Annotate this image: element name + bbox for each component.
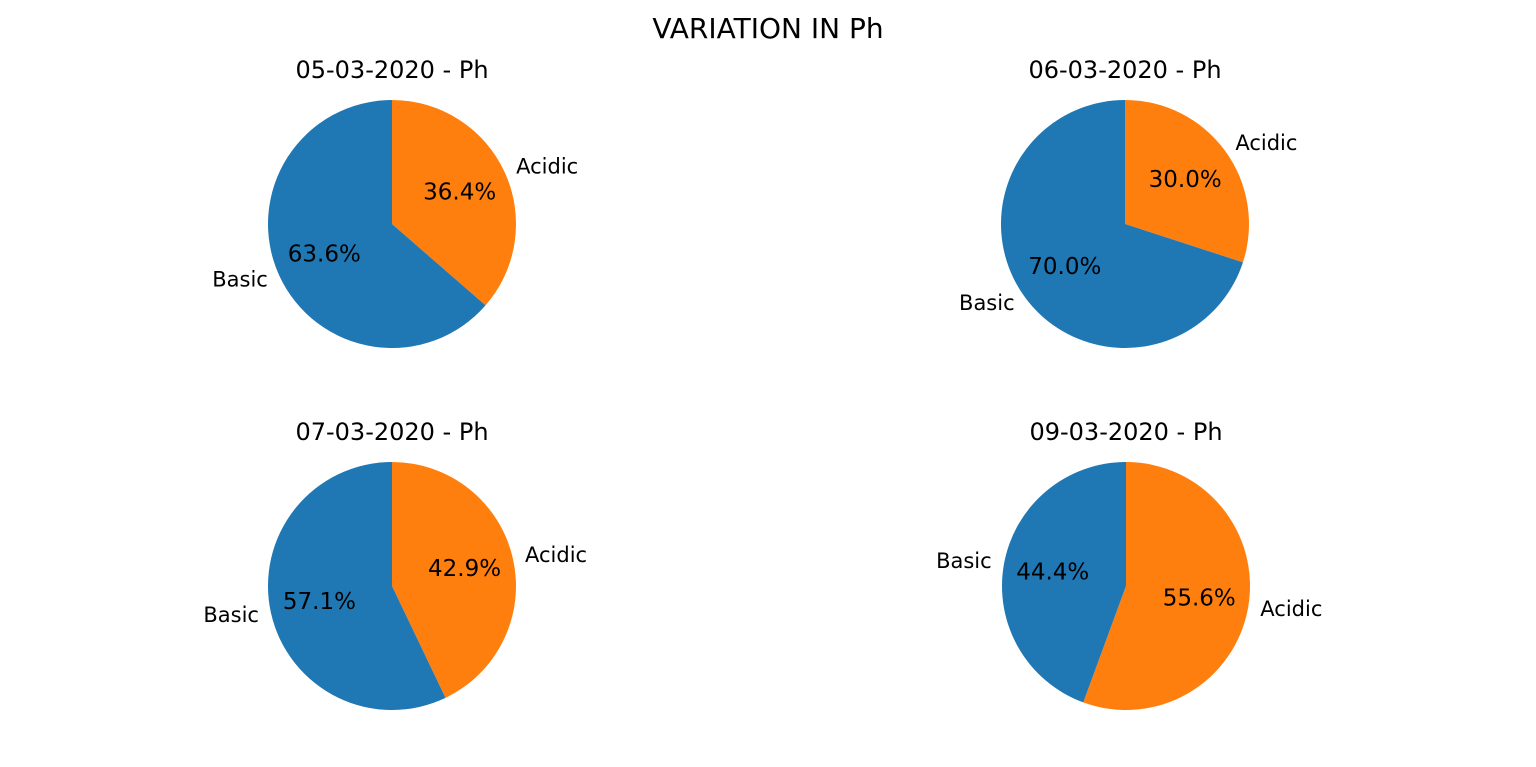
slice-label: Basic	[959, 291, 1015, 315]
slice-label: Basic	[936, 549, 992, 573]
pie-chart: 09-03-2020 - Ph Acidic 55.6% Basic 44.4%	[936, 418, 1322, 710]
slice-label: Basic	[203, 603, 259, 627]
slice-label: Basic	[212, 268, 268, 292]
slice-percent-label: 44.4%	[1016, 559, 1089, 585]
pie-title: 07-03-2020 - Ph	[295, 418, 488, 446]
slice-percent-label: 36.4%	[423, 180, 496, 206]
pie-title: 09-03-2020 - Ph	[1029, 418, 1222, 446]
pie-slice-basic	[267, 462, 446, 710]
pie-title: 05-03-2020 - Ph	[295, 56, 488, 84]
figure-suptitle: VARIATION IN Ph	[652, 12, 883, 45]
pie-chart: 05-03-2020 - Ph Acidic 36.4% Basic 63.6%	[212, 56, 578, 349]
slice-label: Acidic	[516, 154, 578, 178]
pie-slice-basic	[1002, 462, 1126, 703]
pie-slice-acidic	[1083, 462, 1251, 710]
pie-slice-acidic	[392, 462, 516, 698]
slice-percent-label: 30.0%	[1149, 167, 1222, 193]
slice-percent-label: 57.1%	[283, 589, 356, 615]
slice-label: Acidic	[1235, 131, 1297, 155]
slice-percent-label: 63.6%	[288, 241, 361, 267]
pie-chart: 07-03-2020 - Ph Acidic 42.9% Basic 57.1%	[203, 418, 587, 710]
slice-label: Acidic	[525, 543, 587, 567]
pie-slice-basic	[1000, 100, 1243, 348]
slice-percent-label: 42.9%	[428, 556, 501, 582]
pie-chart: 06-03-2020 - Ph Acidic 30.0% Basic 70.0%	[959, 56, 1297, 348]
pie-slice-basic	[268, 100, 486, 349]
pie-title: 06-03-2020 - Ph	[1028, 56, 1221, 84]
pie-slice-acidic	[392, 100, 517, 306]
slice-percent-label: 55.6%	[1163, 586, 1236, 612]
slice-percent-label: 70.0%	[1028, 254, 1101, 280]
slice-label: Acidic	[1260, 597, 1322, 621]
pie-slice-acidic	[1125, 100, 1249, 263]
